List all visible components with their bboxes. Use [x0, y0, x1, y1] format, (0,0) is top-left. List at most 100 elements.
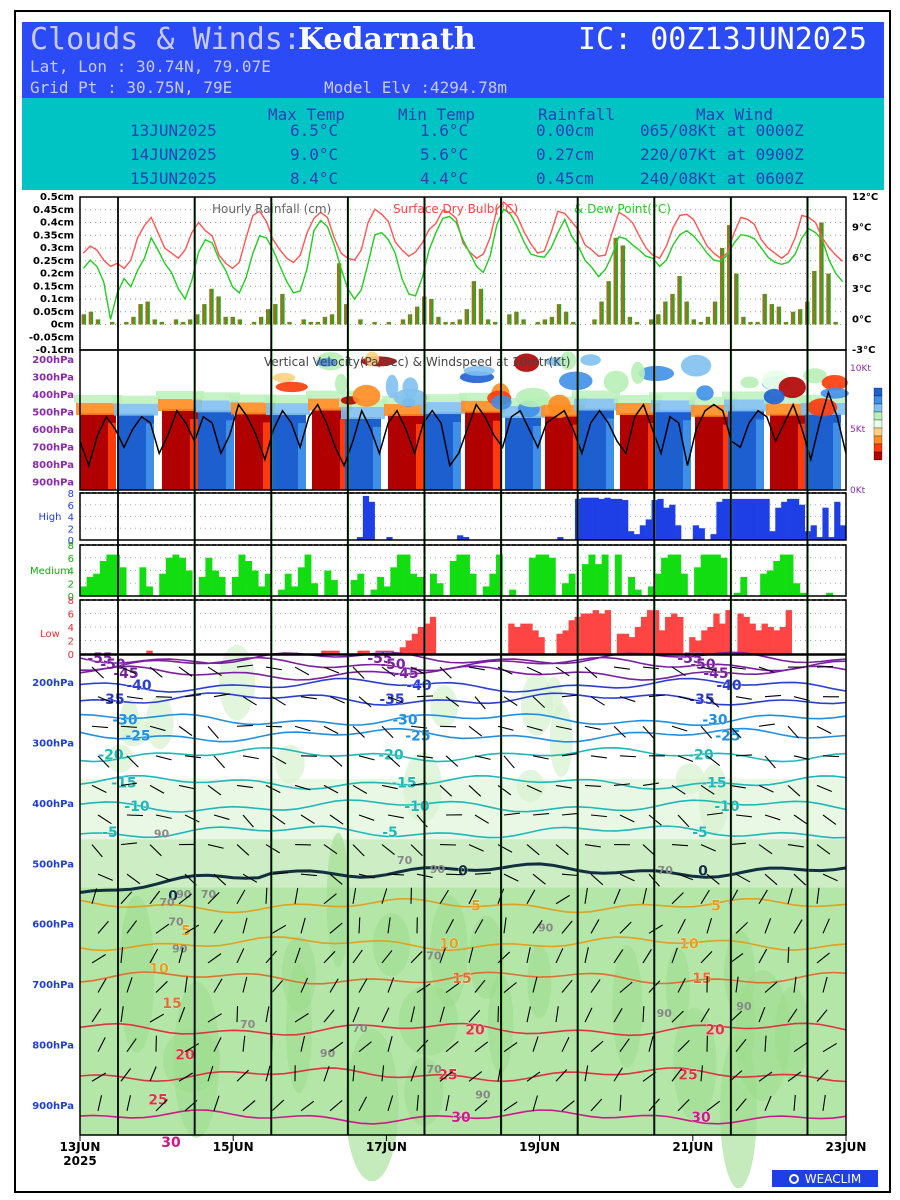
wind-barb [155, 923, 170, 934]
rain-bar-edge [772, 304, 774, 325]
wind-barb [323, 950, 336, 964]
wind-barb [323, 784, 339, 794]
wind-barb [700, 950, 713, 964]
rain-bar [138, 304, 143, 325]
cloud-panel-label: Medium [30, 566, 70, 577]
cloud-bar [760, 573, 768, 596]
wind-barb [561, 753, 578, 757]
wind-barb [120, 1006, 124, 1023]
vv-column-cap [158, 398, 202, 411]
rain-bar [81, 314, 86, 325]
wind-barb [526, 666, 542, 675]
cloud-bar [743, 616, 750, 654]
wind-barb [155, 696, 173, 698]
rain-bar-edge [524, 319, 526, 325]
wind-barb [97, 755, 110, 768]
vv-cell [763, 388, 785, 405]
isotherm-label: -10 [714, 799, 740, 815]
wind-barb [816, 725, 832, 735]
wind-barb [671, 725, 688, 732]
rain-bar [273, 304, 277, 325]
wind-barb [584, 844, 601, 848]
wind-barb [445, 755, 459, 767]
cloud-bar [311, 583, 319, 596]
rain-bar [180, 321, 185, 325]
rain-bar-edge [701, 321, 704, 325]
cloud-bar [562, 583, 569, 596]
rain-bar [606, 281, 611, 325]
cloud-panel-label: High [39, 512, 62, 523]
cloud-bar [652, 610, 660, 654]
wind-barb [468, 725, 482, 737]
wind-barb [503, 1042, 518, 1053]
wind-barb [352, 1065, 356, 1082]
wind-barb [700, 666, 717, 672]
wind-barb [590, 696, 605, 706]
cloud-bar [119, 567, 127, 596]
rain-bar-edge [240, 319, 243, 325]
rain-bar-edge [595, 319, 597, 325]
cloud-bar [766, 570, 774, 596]
rain-bar [741, 316, 746, 325]
cloud-bar [556, 633, 563, 654]
wind-barb [793, 814, 808, 825]
wind-barb [700, 1008, 710, 1023]
rain-bar-edge [460, 319, 462, 325]
cloud-bar [799, 592, 807, 596]
cloud-bar [689, 637, 696, 654]
x-tick-label: 17JUN [366, 1140, 407, 1154]
vv-cell [580, 354, 601, 366]
windspeed-tick: 5Kt [850, 425, 866, 435]
rain-bar [400, 319, 405, 325]
vv-column-edge [226, 420, 234, 490]
wind-barb [613, 783, 630, 786]
rain-bar [471, 281, 476, 325]
x-tick-label: 19JUN [519, 1140, 560, 1154]
wind-barb [120, 1068, 132, 1082]
rh-label: 90 [176, 888, 192, 901]
isotherm-label: -20 [378, 748, 404, 764]
wind-barb [613, 725, 626, 738]
wind-barb [271, 696, 286, 706]
cloud-bar [251, 570, 259, 596]
cloud-y-tick: 0 [68, 650, 74, 661]
cloud-bar [722, 498, 729, 540]
vv-column-cap [194, 400, 238, 413]
cloud-bar [677, 616, 684, 654]
cloud-bar [532, 630, 539, 654]
isotherm-label: -25 [125, 728, 150, 744]
rain-bar [570, 321, 575, 325]
wind-barb [352, 949, 363, 964]
cloud-bar [463, 554, 470, 596]
isotherm-line [79, 825, 847, 839]
cloud-bar [535, 554, 543, 596]
cloud-bar [622, 633, 630, 654]
rain-bar [266, 309, 270, 325]
rain-bar-edge [602, 301, 604, 325]
rain-bar-edge [219, 296, 221, 325]
wind-barb [329, 755, 343, 767]
isotherm-label: -30 [702, 713, 728, 729]
wind-barb [178, 1006, 186, 1023]
rain-bar-edge [552, 316, 555, 325]
cloud-bar [172, 554, 180, 596]
cloud-y-tick: 0 [68, 536, 74, 547]
rain-bar-edge [112, 321, 115, 325]
wind-barb [126, 873, 141, 885]
wind-barb [735, 754, 753, 757]
rain-bar [457, 319, 462, 325]
wind-barb [474, 979, 486, 993]
rain-bar [464, 309, 469, 325]
cloud-bar [787, 498, 794, 540]
rain-y-tick: 0.25cm [33, 256, 74, 267]
vv-cell [696, 385, 714, 401]
temp-y-tick: 9°C [852, 223, 871, 234]
wind-barb [126, 814, 144, 817]
rain-bar [429, 299, 434, 325]
wind-barb [584, 1065, 589, 1082]
wind-barb [294, 784, 311, 791]
wind-barb [213, 873, 227, 886]
wind-barb [468, 947, 474, 964]
wind-barb [120, 782, 137, 786]
cloud-bar [834, 501, 841, 540]
